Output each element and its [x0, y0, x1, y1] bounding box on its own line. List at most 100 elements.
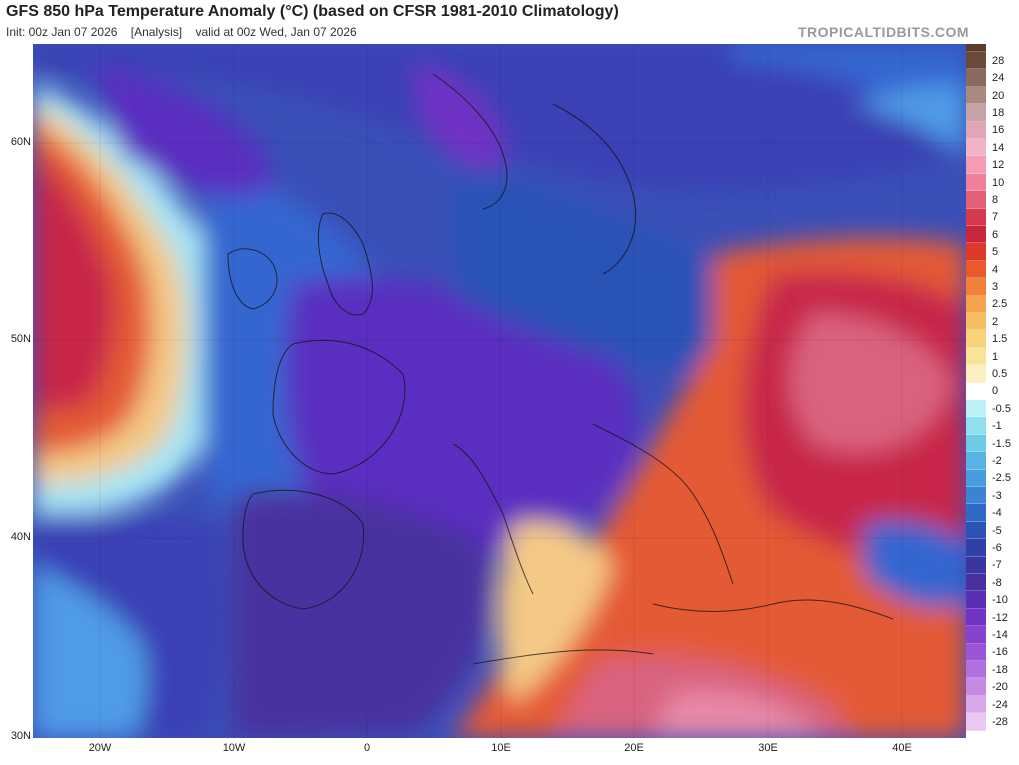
lon-label-20w: 20W — [88, 742, 112, 754]
lon-label-30e: 30E — [758, 742, 778, 754]
colorbar-swatch — [966, 69, 986, 87]
colorbar-swatch — [966, 243, 986, 261]
colorbar-label: 8 — [992, 193, 999, 206]
colorbar-label: 6 — [992, 228, 999, 241]
anomaly-map[interactable] — [33, 44, 966, 738]
colorbar-swatch — [966, 330, 986, 348]
lat-label-40n: 40N — [10, 531, 31, 543]
colorbar-swatch — [966, 539, 986, 557]
colorbar-swatch — [966, 104, 986, 122]
colorbar-label: 18 — [992, 106, 1005, 119]
colorbar-label: -16 — [992, 646, 1008, 659]
lon-label-20e: 20E — [624, 742, 644, 754]
colorbar-swatch — [966, 608, 986, 627]
colorbar-label: -24 — [992, 698, 1008, 711]
colorbar-cap — [966, 44, 986, 52]
colorbar-swatch — [966, 382, 986, 400]
colorbar-swatch — [966, 469, 986, 487]
colorbar-swatch — [966, 556, 986, 574]
colorbar-swatch — [966, 574, 986, 592]
colorbar-label: -28 — [992, 715, 1008, 728]
colorbar-swatch — [966, 487, 986, 505]
colorbar-label: 14 — [992, 141, 1005, 154]
colorbar-label: -2 — [992, 454, 1002, 467]
colorbar-label: 24 — [992, 72, 1005, 85]
colorbar-swatch — [966, 86, 986, 105]
lon-label-10w: 10W — [222, 742, 246, 754]
colorbar-label: 1.5 — [992, 333, 1008, 346]
colorbar-label: -10 — [992, 594, 1008, 607]
colorbar-swatch — [966, 121, 986, 139]
colorbar-label: 1 — [992, 350, 999, 363]
colorbar-swatch — [966, 347, 986, 366]
colorbar-swatch — [966, 173, 986, 192]
colorbar-swatch — [966, 713, 986, 731]
colorbar-label: -2.5 — [992, 472, 1011, 485]
colorbar-label: 12 — [992, 159, 1005, 172]
colorbar-swatch — [966, 400, 986, 418]
colorbar-label: -1 — [992, 420, 1002, 433]
colorbar-swatch — [966, 452, 986, 470]
colorbar-label: 5 — [992, 246, 999, 259]
map-svg — [33, 44, 966, 738]
colorbar-label: 2.5 — [992, 298, 1008, 311]
colorbar-label: 16 — [992, 124, 1005, 137]
colorbar-label: 0.5 — [992, 367, 1008, 380]
colorbar-label: 10 — [992, 176, 1005, 189]
lon-label-0: 0 — [363, 742, 371, 754]
colorbar-label: -8 — [992, 576, 1002, 589]
colorbar-swatch — [966, 191, 986, 209]
colorbar-swatch — [966, 365, 986, 383]
colorbar-label: -18 — [992, 663, 1008, 676]
colorbar-swatch — [966, 156, 986, 174]
analysis-tag: [Analysis] — [130, 25, 183, 39]
colorbar-swatch — [966, 678, 986, 696]
colorbar-swatch — [966, 661, 986, 679]
colorbar-swatch — [966, 278, 986, 296]
colorbar-label: 7 — [992, 211, 999, 224]
colorbar-swatch — [966, 417, 986, 435]
coastlines — [227, 73, 894, 665]
graticule — [33, 44, 966, 738]
lat-label-50n: 50N — [10, 333, 31, 345]
colorbar-swatch — [966, 643, 986, 661]
lat-label-60n: 60N — [10, 136, 31, 148]
colorbar-swatch — [966, 313, 986, 331]
colorbar-label: 0 — [992, 385, 999, 398]
colorbar-swatch — [966, 591, 986, 609]
colorbar-label: 20 — [992, 89, 1005, 102]
anomaly-field — [33, 44, 966, 738]
lon-label-40e: 40E — [892, 742, 912, 754]
colorbar-label: 28 — [992, 54, 1005, 67]
colorbar-label: -14 — [992, 628, 1008, 641]
run-info: Init: 00z Jan 07 2026 [Analysis] valid a… — [6, 25, 367, 39]
colorbar-label: -7 — [992, 559, 1002, 572]
valid-time: valid at 00z Wed, Jan 07 2026 — [195, 25, 357, 39]
colorbar-swatch — [966, 139, 986, 157]
colorbar-swatch — [966, 295, 986, 313]
colorbar-label: 2 — [992, 315, 999, 328]
colorbar-swatch — [966, 521, 986, 540]
colorbar-swatch — [966, 434, 986, 453]
colorbar-swatch — [966, 208, 986, 226]
colorbar-label: -4 — [992, 507, 1002, 520]
colorbar-label: -6 — [992, 541, 1002, 554]
site-brand[interactable]: TROPICALTIDBITS.COM — [797, 24, 969, 40]
colorbar-label: -12 — [992, 611, 1008, 624]
colorbar-label: -20 — [992, 681, 1008, 694]
colorbar-label: -0.5 — [992, 402, 1011, 415]
colorbar-label: -3 — [992, 489, 1002, 502]
colorbar-swatch — [966, 626, 986, 644]
lat-label-30n: 30N — [10, 730, 31, 742]
colorbar-swatch — [966, 504, 986, 522]
chart-title: GFS 850 hPa Temperature Anomaly (°C) (ba… — [6, 3, 619, 20]
colorbar-label: -1.5 — [992, 437, 1011, 450]
colorbar-swatch — [966, 52, 986, 70]
color-legend: 28 24 20 18 16 14 12 10 8 7 6 5 4 3 2.5 2 1.5 1 0.5 0 -0.5 -1… — [966, 44, 1019, 738]
colorbar-label: -5 — [992, 524, 1002, 537]
init-time: Init: 00z Jan 07 2026 — [6, 25, 118, 39]
lon-label-10e: 10E — [491, 742, 511, 754]
colorbar-swatch — [966, 260, 986, 279]
colorbar-label: 4 — [992, 263, 999, 276]
colorbar-swatch — [966, 695, 986, 714]
